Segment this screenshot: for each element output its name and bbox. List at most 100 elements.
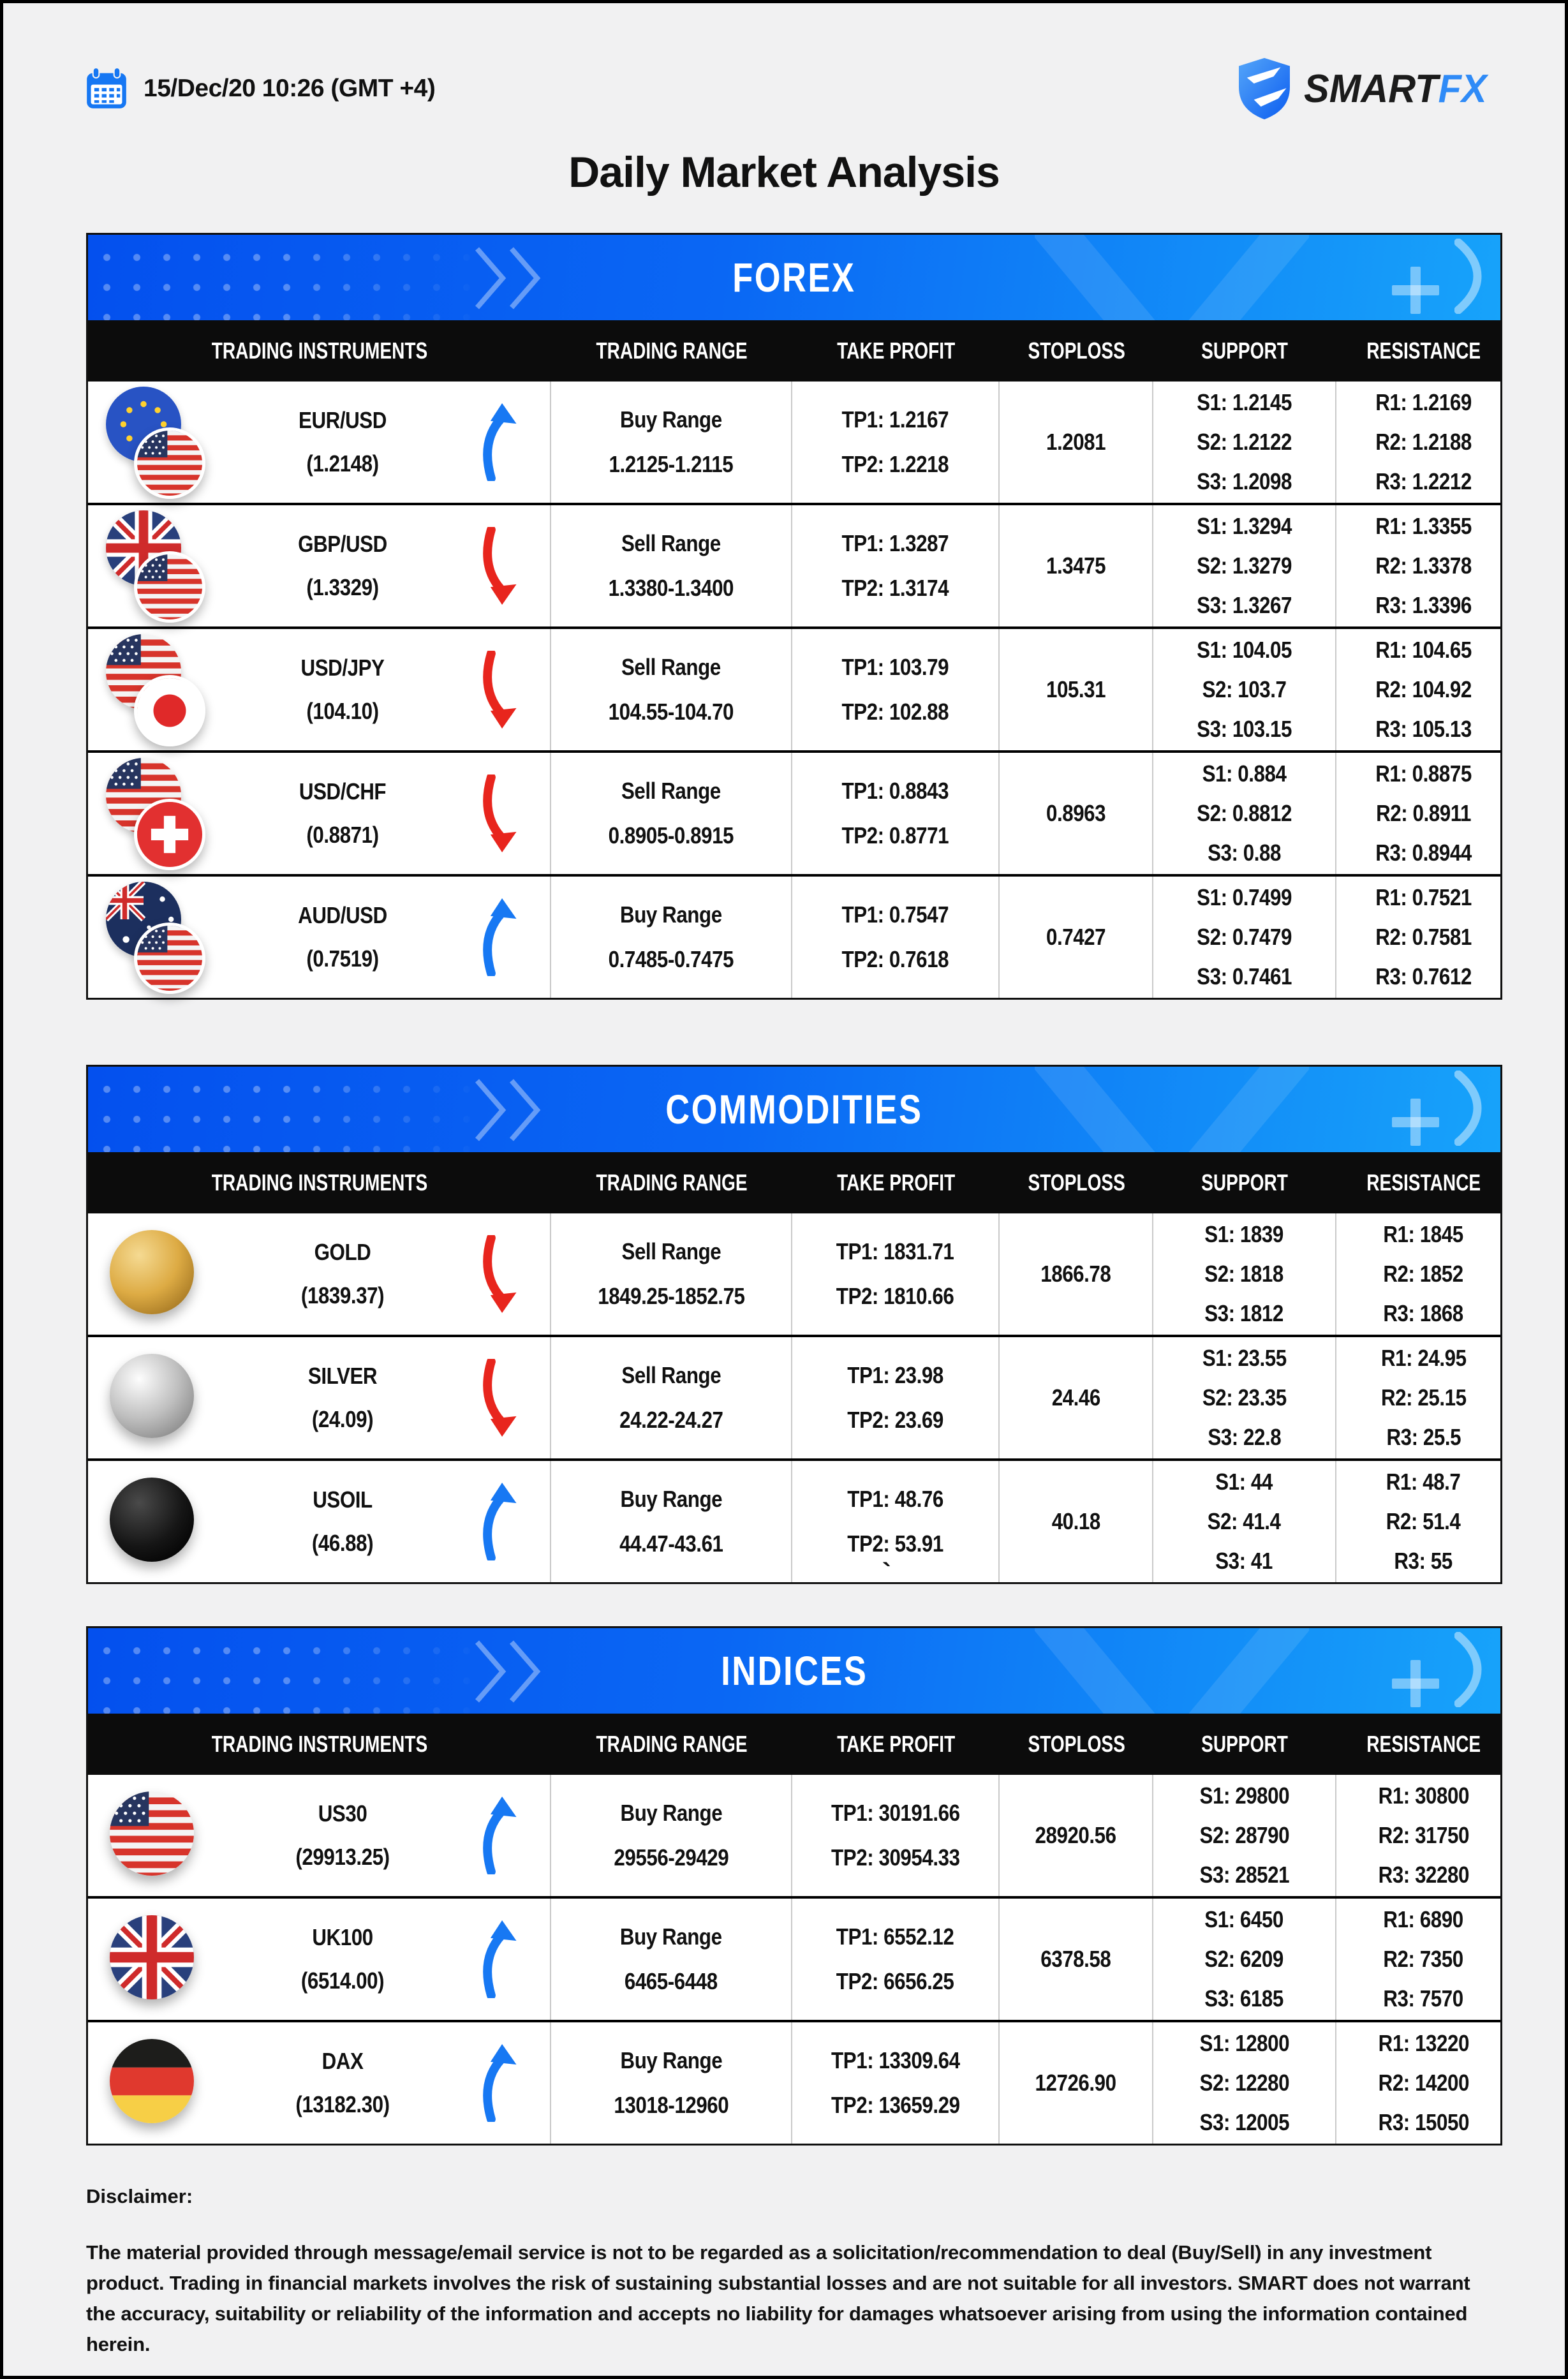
instrument-price: (0.8871) [306,822,379,848]
down-arrow-icon [472,651,531,729]
range-value: 1.3380-1.3400 [608,575,734,601]
tp2-value: TP2: 1810.66 [836,1283,954,1309]
support-cell: S1: 12800 S2: 12280 S3: 12005 [1153,2022,1336,2144]
arc-icon [1454,1070,1490,1149]
r1-value: R1: 0.8875 [1375,760,1472,787]
report-date: 15/Dec/20 10:26 (GMT +4) [85,67,436,110]
trading-range-cell: Buy Range 13018-12960 [551,2022,792,2144]
range-label: Buy Range [620,901,722,928]
s1-value: S1: 23.55 [1202,1345,1287,1372]
stoploss-cell: 1.3475 [1000,505,1153,626]
tp2-value: TP2: 0.7618 [841,946,949,972]
r2-value: R2: 7350 [1383,1946,1464,1973]
up-arrow-icon [472,403,531,481]
disclaimer-label: Disclaimer: [86,2185,193,2207]
s3-value: S3: 103.15 [1197,715,1292,742]
arc-icon [1454,238,1490,317]
range-label: Buy Range [620,406,722,433]
plus-icon [1392,1099,1439,1146]
trading-range-cell: Sell Range 1.3380-1.3400 [551,505,792,626]
stray-backtick: ` [882,1557,891,1587]
range-label: Buy Range [620,1923,722,1950]
stoploss-value: 28920.56 [1035,1822,1117,1848]
commodities-banner-title: COMMODITIES [665,1086,923,1132]
s3-value: S3: 0.7461 [1197,963,1292,989]
stoploss-value: 0.8963 [1046,800,1106,826]
trading-instrument-cell: GBP/USD (1.3329) [88,505,551,626]
r3-value: R3: 0.7612 [1375,963,1472,989]
range-label: Sell Range [621,653,721,680]
page-header: 15/Dec/20 10:26 (GMT +4) SMARTFX [85,57,1495,121]
table-row: UK100 (6514.00) Buy Range 6465-6448 TP1:… [88,1899,1500,2022]
col-trading-instruments: TRADING INSTRUMENTS [211,1731,428,1757]
r1-value: R1: 1.2169 [1375,389,1472,416]
s2-value: S2: 28790 [1199,1822,1289,1849]
r3-value: R3: 0.8944 [1375,839,1472,866]
instrument-text: USOIL (46.88) [230,1478,455,1566]
s1-value: S1: 6450 [1204,1906,1284,1933]
take-profit-cell: TP1: 30191.66 TP2: 30954.33 [792,1775,1000,1896]
s3-value: S3: 1812 [1204,1300,1284,1326]
trading-instrument-cell: EUR/USD (1.2148) [88,382,551,503]
instrument-price: (1839.37) [300,1282,385,1308]
r2-value: R2: 14200 [1378,2070,1469,2096]
instrument-symbol: USD/CHF [299,778,387,804]
table-row: US30 (29913.25) Buy Range 29556-29429 TP… [88,1775,1500,1899]
r1-value: R1: 13220 [1378,2030,1469,2057]
forex-banner-title: FOREX [732,255,856,300]
tp1-value: TP1: 0.8843 [841,777,949,804]
instrument-text: US30 (29913.25) [230,1792,455,1879]
range-label: Buy Range [620,1485,722,1512]
r1-value: R1: 24.95 [1380,1345,1467,1372]
down-arrow-icon [472,527,531,605]
usd-jpy-flag-icon [105,629,213,750]
instrument-price: (1.2148) [306,450,379,477]
r1-value: R1: 0.7521 [1375,884,1472,911]
trading-range-cell: Sell Range 24.22-24.27 [551,1337,792,1458]
range-value: 24.22-24.27 [619,1407,723,1433]
calendar-icon [85,67,128,110]
take-profit-cell: TP1: 1831.71 TP2: 1810.66 [792,1213,1000,1335]
r3-value: R3: 15050 [1378,2108,1469,2135]
r1-value: R1: 6890 [1383,1906,1464,1933]
col-stoploss: STOPLOSS [1028,1731,1125,1757]
stoploss-value: 1.2081 [1046,429,1106,455]
instrument-symbol: USD/JPY [300,654,385,681]
logo-smart-text: SMART [1304,66,1439,111]
range-value: 0.7485-0.7475 [608,946,734,972]
s1-value: S1: 104.05 [1197,637,1292,663]
instrument-symbol: DAX [322,2047,364,2074]
trading-instrument-cell: USD/JPY (104.10) [88,629,551,750]
stoploss-cell: 105.31 [1000,629,1153,750]
s2-value: S2: 0.7479 [1197,924,1292,951]
s2-value: S2: 41.4 [1208,1508,1281,1535]
tp2-value: TP2: 0.8771 [841,822,949,849]
logo-wordmark: SMARTFX [1304,66,1487,112]
s1-value: S1: 1839 [1204,1221,1284,1248]
table-row: EUR/USD (1.2148) Buy Range 1.2125-1.2115… [88,382,1500,505]
trading-instrument-cell: USOIL (46.88) [88,1461,551,1582]
indices-column-headers: TRADING INSTRUMENTS TRADING RANGE TAKE P… [88,1714,1500,1775]
range-label: Sell Range [621,777,721,804]
s1-value: S1: 29800 [1199,1782,1289,1809]
commodities-banner: COMMODITIES [88,1067,1500,1152]
take-profit-cell: TP1: 103.79 TP2: 102.88 [792,629,1000,750]
gbp-usd-flag-icon [105,505,213,626]
s1-value: S1: 1.2145 [1197,389,1292,416]
forex-column-headers: TRADING INSTRUMENTS TRADING RANGE TAKE P… [88,320,1500,382]
tp1-value: TP1: 48.76 [847,1485,943,1512]
instrument-text: USD/CHF (0.8871) [230,770,455,857]
date-text: 15/Dec/20 10:26 (GMT +4) [144,75,436,102]
tp2-value: TP2: 13659.29 [831,2092,960,2118]
instrument-symbol: UK100 [312,1923,373,1950]
col-take-profit: TAKE PROFIT [836,1169,956,1196]
trading-range-cell: Sell Range 0.8905-0.8915 [551,753,792,874]
up-arrow-icon [472,1920,531,1998]
section-forex: FOREX TRADING INSTRUMENTS TRADING RANGE … [86,233,1502,1000]
support-cell: S1: 6450 S2: 6209 S3: 6185 [1153,1899,1336,2020]
support-cell: S1: 104.05 S2: 103.7 S3: 103.15 [1153,629,1336,750]
stoploss-cell: 1866.78 [1000,1213,1153,1335]
r3-value: R3: 7570 [1383,1985,1464,2012]
instrument-symbol: USOIL [313,1486,373,1513]
r1-value: R1: 1845 [1383,1221,1464,1248]
